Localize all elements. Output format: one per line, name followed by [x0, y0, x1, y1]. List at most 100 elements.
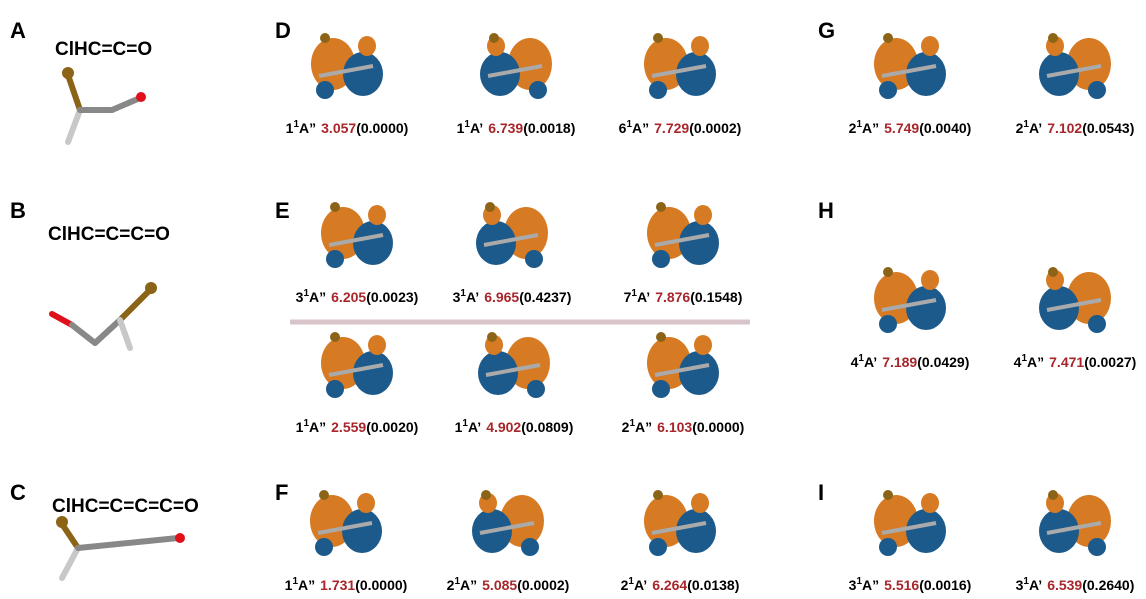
panel-label: F [275, 480, 288, 505]
orbital-atom [481, 490, 491, 500]
excitation-energy: 1.731 [320, 577, 355, 593]
state-caption: 11A’4.902(0.0809) [455, 418, 574, 435]
state-caption: 21A’6.264(0.0138) [621, 576, 740, 593]
excitation-energy: 6.205 [331, 289, 366, 305]
orbital-atom [1048, 267, 1058, 277]
orbital-lobe [315, 538, 333, 556]
orbital-image [1039, 33, 1111, 99]
state-caption: 11A’6.739(0.0018) [457, 119, 576, 136]
orbital-lobe [691, 493, 709, 513]
state-caption: 31A”5.516(0.0016) [849, 576, 972, 593]
orbital-lobe [691, 36, 709, 56]
orbital-image [647, 202, 719, 268]
panel-label: E [275, 198, 290, 223]
oscillator-strength: (0.2640) [1082, 577, 1134, 593]
excitation-energy: 5.749 [884, 120, 919, 136]
oscillator-strength: (0.0809) [521, 419, 573, 435]
orbital-lobe [368, 335, 386, 355]
state-symmetry: A” [309, 419, 326, 435]
excitation-energy: 7.729 [654, 120, 689, 136]
excitation-energy: 4.902 [486, 419, 521, 435]
oscillator-strength: (0.0002) [689, 120, 741, 136]
orbital-lobe [906, 286, 946, 330]
orbital-lobe [353, 351, 393, 395]
orbital-atom [487, 332, 497, 342]
orbital-atom [330, 332, 340, 342]
orbital-lobe [921, 493, 939, 513]
orbital-lobe [326, 380, 344, 398]
orbital-lobe [679, 351, 719, 395]
orbital-lobe [694, 205, 712, 225]
oscillator-strength: (0.0027) [1084, 354, 1136, 370]
state-index: 3 [849, 577, 857, 593]
oscillator-strength: (0.0020) [366, 419, 418, 435]
molecule-name: ClHC=C=C=O [48, 224, 170, 245]
state-index: 7 [624, 289, 632, 305]
state-caption: 21A”6.103(0.0000) [622, 418, 745, 435]
orbital-lobe [879, 81, 897, 99]
orbital-lobe [353, 221, 393, 265]
state-symmetry: A” [299, 120, 316, 136]
excitation-energy: 6.103 [657, 419, 692, 435]
state-index: 2 [1016, 120, 1024, 136]
state-symmetry: A’ [637, 289, 650, 305]
orbital-lobe [652, 380, 670, 398]
excitation-energy: 3.057 [321, 120, 356, 136]
state-caption: 11A”3.057(0.0000) [286, 119, 409, 136]
excitation-energy: 7.189 [882, 354, 917, 370]
state-symmetry: A’ [466, 289, 479, 305]
orbital-image [478, 332, 550, 398]
state-caption: 31A’6.539(0.2640) [1016, 576, 1135, 593]
orbital-atom [319, 490, 329, 500]
excitation-energy: 6.539 [1047, 577, 1082, 593]
state-symmetry: A’ [634, 577, 647, 593]
orbital-lobe [906, 52, 946, 96]
state-symmetry: A’ [864, 354, 877, 370]
orbital-lobe [921, 270, 939, 290]
orbital-image [647, 332, 719, 398]
panel-label: D [275, 18, 291, 43]
orbital-image [480, 33, 552, 99]
orbital-atom [883, 33, 893, 43]
state-index: 3 [453, 289, 461, 305]
panel-label: C [10, 480, 26, 505]
orbital-lobe [342, 509, 382, 553]
panel-label: G [818, 18, 835, 43]
orbital-lobe [529, 81, 547, 99]
state-symmetry: A’ [468, 419, 481, 435]
orbital-lobe [521, 538, 539, 556]
state-index: 3 [296, 289, 304, 305]
orbital-atom [653, 490, 663, 500]
orbital-lobe [357, 493, 375, 513]
orbital-image [874, 33, 946, 99]
orbital-atom [656, 332, 666, 342]
orbital-image [321, 202, 393, 268]
orbital-image [1039, 490, 1111, 556]
oscillator-strength: (0.0000) [355, 577, 407, 593]
orbital-lobe [1088, 81, 1106, 99]
orbital-lobe [879, 315, 897, 333]
orbital-image [321, 332, 393, 398]
orbital-atom [489, 33, 499, 43]
excitation-energy: 7.102 [1047, 120, 1082, 136]
state-index: 1 [286, 120, 294, 136]
state-index: 2 [849, 120, 857, 136]
orbital-image [310, 490, 382, 556]
oscillator-strength: (0.0000) [692, 419, 744, 435]
orbital-lobe [1088, 315, 1106, 333]
orbital-lobe [368, 205, 386, 225]
orbital-lobe [906, 509, 946, 553]
state-caption: 21A”5.085(0.0002) [447, 576, 570, 593]
orbital-lobe [694, 335, 712, 355]
excitation-energy: 5.516 [884, 577, 919, 593]
orbital-image [874, 490, 946, 556]
oscillator-strength: (0.1548) [690, 289, 742, 305]
state-caption: 71A’7.876(0.1548) [624, 288, 743, 305]
oscillator-strength: (0.0543) [1082, 120, 1134, 136]
excitation-energy: 2.559 [331, 419, 366, 435]
panel-label: A [10, 18, 26, 43]
state-symmetry: A’ [470, 120, 483, 136]
state-symmetry: A” [862, 577, 879, 593]
orbital-lobe [326, 250, 344, 268]
orbital-atom [320, 33, 330, 43]
